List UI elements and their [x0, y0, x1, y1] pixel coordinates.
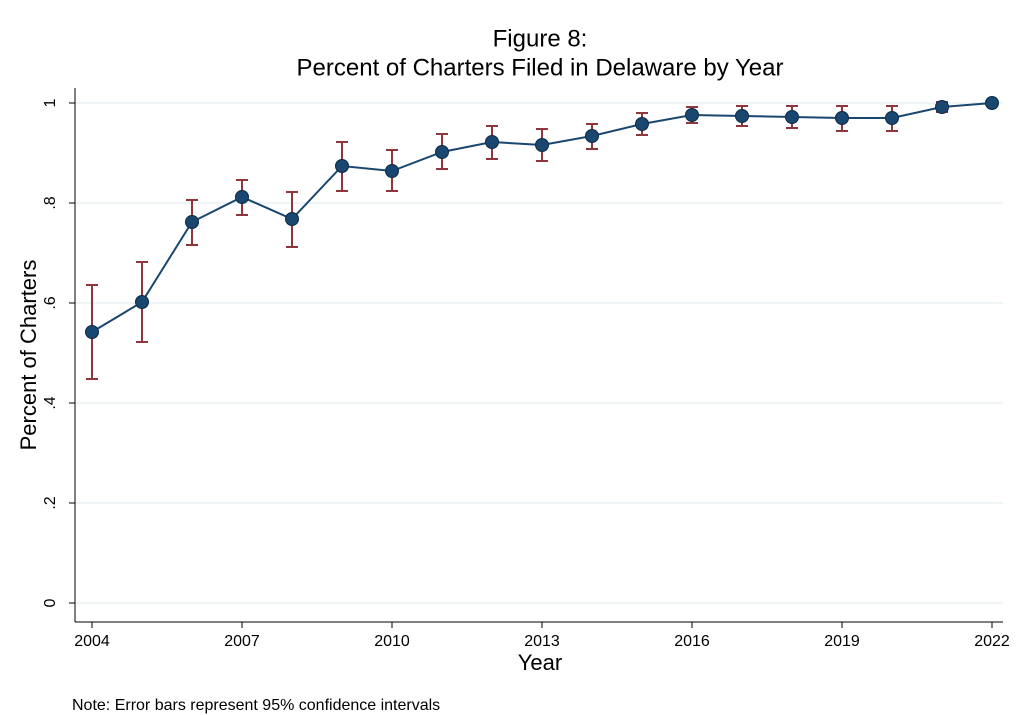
- y-tick-label: .8: [42, 196, 59, 209]
- point: [285, 212, 299, 226]
- chart-title: Percent of Charters Filed in Delaware by…: [297, 54, 784, 81]
- point: [635, 117, 649, 131]
- note: Note: Error bars represent 95% confidenc…: [72, 697, 440, 714]
- point: [335, 159, 349, 173]
- point: [85, 325, 99, 339]
- y-tick-label: 1: [42, 98, 59, 107]
- y-tick-label: .2: [42, 496, 59, 509]
- y-tick-label: .6: [42, 296, 59, 309]
- point: [485, 135, 499, 149]
- chart-title: Figure 8:: [493, 25, 588, 52]
- x-tick-label: 2004: [74, 633, 110, 650]
- point: [685, 108, 699, 122]
- point: [585, 129, 599, 143]
- x-tick-label: 2007: [224, 633, 260, 650]
- point: [735, 109, 749, 123]
- y-tick-label: 0: [42, 598, 59, 607]
- x-tick-label: 2013: [524, 633, 560, 650]
- y-axis-title: Percent of Charters: [16, 260, 41, 451]
- point: [435, 145, 449, 159]
- point: [385, 164, 399, 178]
- point: [785, 110, 799, 124]
- y-tick-label: .4: [42, 396, 59, 409]
- x-tick-label: 2016: [674, 633, 710, 650]
- point: [935, 100, 949, 114]
- point: [185, 215, 199, 229]
- point: [535, 138, 549, 152]
- point: [835, 111, 849, 125]
- x-axis-title: Year: [518, 650, 562, 675]
- x-tick-label: 2019: [824, 633, 860, 650]
- x-tick-label: 2022: [974, 633, 1010, 650]
- x-tick-label: 2010: [374, 633, 410, 650]
- point: [135, 295, 149, 309]
- point: [235, 190, 249, 204]
- point: [985, 96, 999, 110]
- point: [885, 111, 899, 125]
